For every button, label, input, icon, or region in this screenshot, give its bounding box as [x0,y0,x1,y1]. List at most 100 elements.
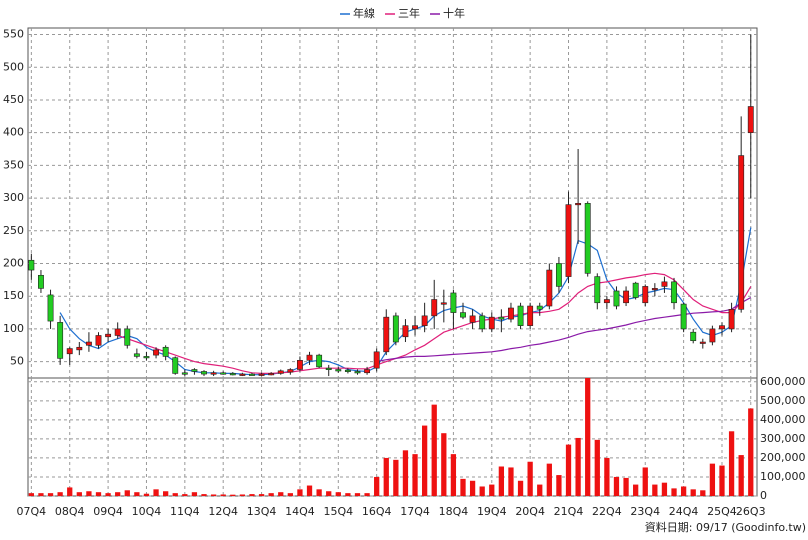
volume-bar [402,450,409,496]
candle-body [555,263,562,287]
volume-bar [661,482,668,496]
candle-body [210,372,217,375]
candle-body [440,302,447,305]
candle-body [421,315,428,326]
volume-bar [306,485,313,496]
x-tick-label: 11Q4 [170,505,200,518]
volume-bar [728,431,735,496]
volume-bar [489,484,495,496]
volume-bar [546,463,552,496]
candle-body [719,325,725,330]
candle-body [143,356,150,359]
volume-bar [393,459,399,496]
candle-body [498,316,505,320]
volume-bar [57,492,63,496]
candle-body [594,276,601,304]
x-tick-label: 13Q4 [247,505,277,518]
volume-bar [479,486,485,496]
volume-bar [220,494,226,496]
volume-bar [28,493,34,496]
candle-body [613,290,620,307]
volume-bar [421,425,428,496]
candle-body [603,299,610,304]
candle-body [383,316,390,353]
x-tick-label: 16Q4 [362,505,392,518]
volume-bar [258,494,265,496]
volume-bar [604,457,610,496]
volume-bar [201,494,207,496]
volume-bar [450,454,457,496]
volume-bar [47,493,54,496]
volume-bar [38,493,44,496]
candle-body [527,305,534,326]
candle-body [95,335,102,346]
y-tick-label: 300 [3,191,24,204]
candle-body [105,333,112,338]
candle-body [546,269,553,307]
candle-body [258,373,265,376]
candle-body [335,369,342,372]
candle-body [508,307,514,320]
candle-body [536,305,543,310]
x-tick-label: 09Q4 [93,505,123,518]
volume-bar [143,493,150,496]
candle-body [699,341,706,344]
volume-bar [345,493,351,496]
y-tick-label: 350 [3,158,24,171]
volume-bar [210,494,217,496]
x-tick-label: 25Q4 [707,505,737,518]
x-tick-label: 18Q4 [439,505,469,518]
candle-body [268,373,275,376]
volume-bar [230,494,236,496]
candle-body [344,369,351,372]
candle-body [296,360,303,370]
candle-body [671,281,677,304]
candle-body [239,373,246,376]
candle-body [373,351,380,369]
candle-body [565,204,572,277]
y-tick-label: 200 [3,257,24,270]
volume-bar [172,493,178,496]
volume-bar [671,488,677,496]
candle-body [249,373,255,376]
candle-body [460,312,466,318]
volume-bar [297,489,303,496]
candle-body [584,203,591,274]
volume-bar [623,477,629,496]
x-tick-label: 10Q4 [132,505,162,518]
candle-body [479,315,486,330]
candle-body [172,357,179,374]
volume-bar [67,487,73,496]
candle-body [402,325,409,338]
volume-bar [316,489,322,496]
candle-body [57,322,64,359]
volume-bar [182,494,188,496]
candle-body [575,203,582,206]
candle-body [709,328,716,343]
volume-bar [709,463,716,496]
candle-body [153,349,159,356]
volume-bar [690,489,696,496]
volume-bar [95,492,102,496]
y2-tick-label: 0 [760,489,767,502]
candle-body [287,369,294,373]
candle-body [325,367,332,370]
volume-bar [613,476,620,496]
volume-bar [239,494,246,496]
y2-tick-label: 500,000 [760,394,806,407]
y-tick-label: 150 [3,289,24,302]
volume-bar [460,478,466,496]
candle-body [450,292,457,313]
volume-bar [537,484,543,496]
candle-body [201,371,207,375]
volume-bar [124,490,130,496]
candle-body [181,372,188,375]
volume-bar [719,465,725,496]
candle-body [469,315,476,323]
candle-body [431,299,438,317]
volume-bar [354,493,361,496]
candle-body [229,373,236,376]
volume-bar [163,491,169,496]
volume-bar [374,476,380,496]
y-tick-label: 500 [3,60,24,73]
